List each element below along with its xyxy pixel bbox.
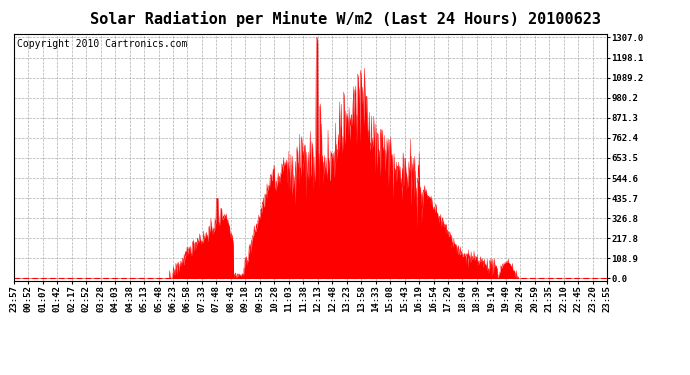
Text: Solar Radiation per Minute W/m2 (Last 24 Hours) 20100623: Solar Radiation per Minute W/m2 (Last 24… [90, 11, 600, 27]
Text: Copyright 2010 Cartronics.com: Copyright 2010 Cartronics.com [17, 39, 187, 49]
